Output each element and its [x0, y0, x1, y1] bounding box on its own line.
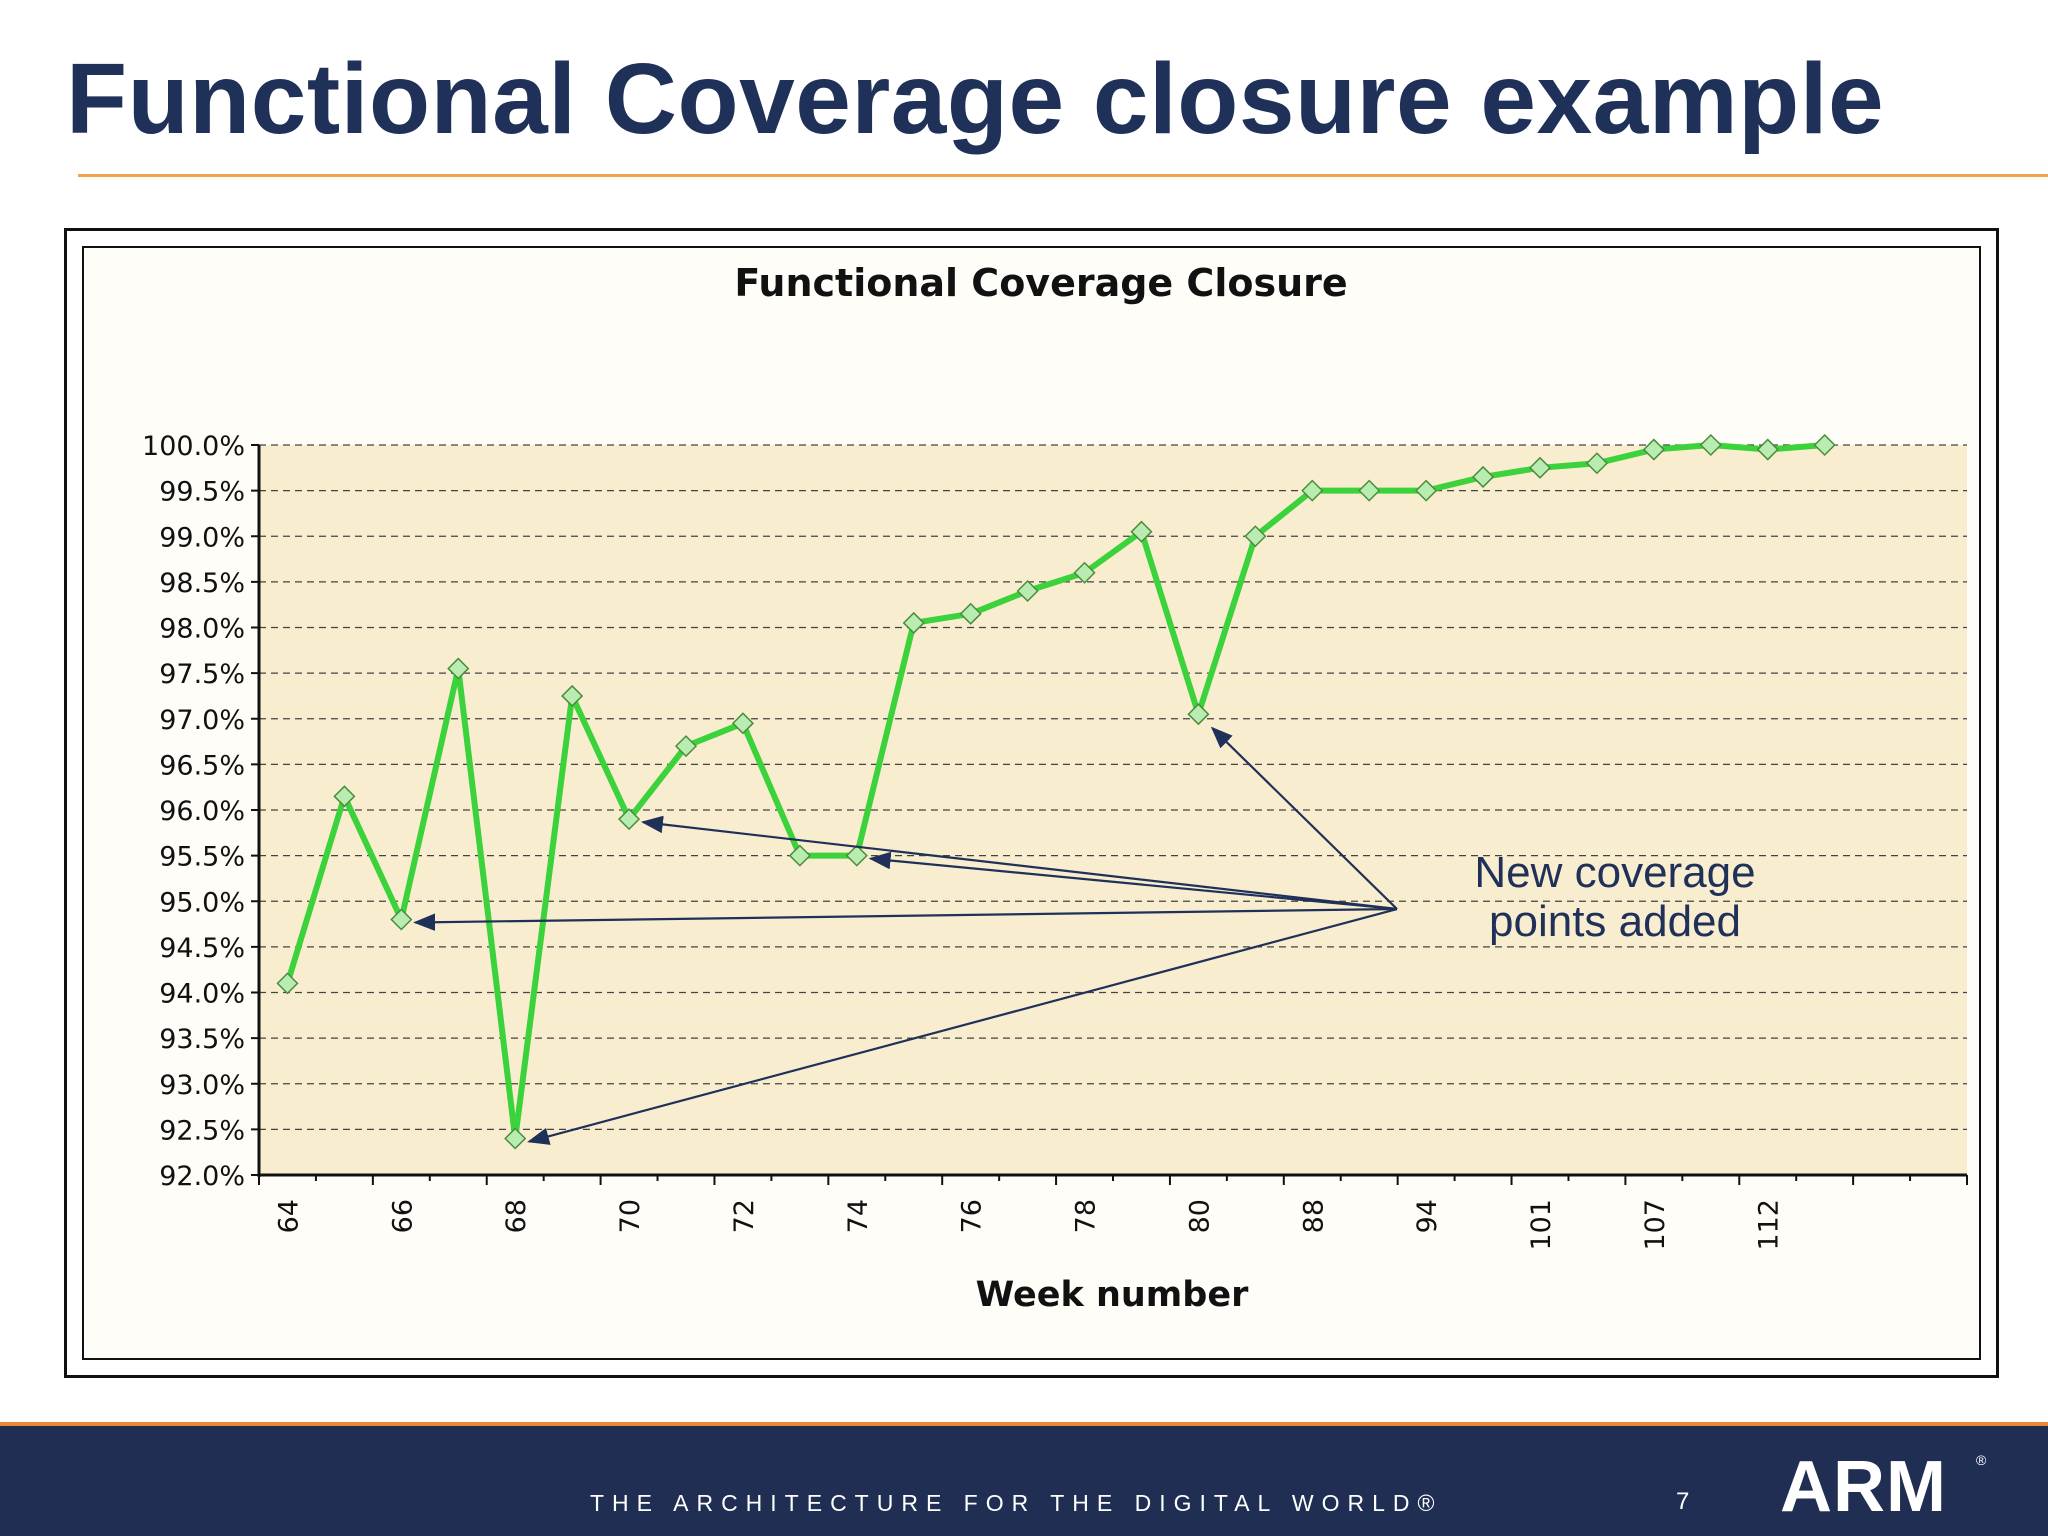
slide-title: Functional Coverage closure example — [66, 43, 1885, 155]
coverage-chart: Functional Coverage Closure Week number … — [82, 246, 1981, 1360]
y-tick-label: 98.5% — [159, 568, 245, 599]
x-tick-label: 112 — [1754, 1199, 1785, 1251]
data-point-marker — [504, 1127, 527, 1150]
y-tick-label: 92.0% — [159, 1161, 245, 1192]
data-point-marker — [902, 611, 925, 634]
data-point-marker — [1585, 452, 1608, 475]
data-point-marker — [390, 908, 413, 931]
data-point-marker — [1301, 479, 1324, 502]
footer-tagline: THE ARCHITECTURE FOR THE DIGITAL WORLD® — [590, 1490, 1443, 1516]
x-tick-label: 74 — [843, 1199, 874, 1233]
x-tick-label: 70 — [615, 1199, 646, 1233]
y-tick-label: 97.0% — [159, 705, 245, 736]
y-tick-label: 95.5% — [159, 842, 245, 873]
x-tick-label: 101 — [1526, 1199, 1557, 1251]
title-divider — [78, 174, 2048, 177]
y-tick-label: 98.0% — [159, 614, 245, 645]
y-tick-label: 100.0% — [142, 431, 245, 462]
x-tick-label: 64 — [273, 1199, 304, 1233]
x-tick-label: 72 — [729, 1199, 760, 1233]
data-point-marker — [561, 684, 584, 707]
x-tick-label: 76 — [957, 1199, 988, 1233]
data-point-marker — [276, 972, 299, 995]
x-tick-label: 80 — [1184, 1199, 1215, 1233]
annotation-arrow — [1210, 726, 1398, 910]
data-point-marker — [1756, 438, 1779, 461]
y-tick-label: 96.5% — [159, 750, 245, 781]
data-point-marker — [1699, 433, 1722, 457]
data-point-marker — [1472, 465, 1495, 488]
footer-accent-rule — [0, 1422, 2048, 1426]
series-line — [284, 442, 1825, 1142]
page-number: 7 — [1676, 1488, 1690, 1515]
annotation-arrow — [640, 815, 1398, 911]
data-point-marker — [1244, 525, 1267, 548]
data-point-marker — [1187, 703, 1210, 726]
footer-bar — [0, 1426, 2048, 1536]
data-point-marker — [674, 735, 698, 758]
annotation-line-1: New coverage — [1474, 848, 1755, 897]
data-point-marker — [447, 657, 470, 680]
y-tick-label: 94.0% — [159, 979, 245, 1010]
arm-logo-registered-mark: ® — [1976, 1452, 1987, 1468]
data-point-marker — [1016, 579, 1039, 603]
y-tick-label: 99.0% — [159, 522, 245, 553]
data-point-marker — [845, 844, 868, 867]
x-tick-label: 88 — [1298, 1199, 1329, 1233]
annotation-arrow — [868, 851, 1398, 911]
chart-frame: Functional Coverage Closure Week number … — [64, 228, 1999, 1378]
x-tick-label: 107 — [1640, 1199, 1671, 1251]
y-tick-label: 94.5% — [159, 933, 245, 964]
x-tick-label: 66 — [387, 1199, 418, 1233]
data-point-marker — [1073, 561, 1096, 584]
x-tick-label: 94 — [1412, 1199, 1443, 1233]
x-tick-label: 78 — [1071, 1199, 1102, 1233]
data-point-marker — [1642, 438, 1665, 461]
y-tick-label: 99.5% — [159, 477, 245, 508]
x-axis-label: Week number — [976, 1275, 1249, 1315]
y-tick-label: 97.5% — [159, 659, 245, 690]
y-tick-label: 93.0% — [159, 1070, 245, 1101]
data-point-marker — [333, 785, 356, 808]
data-point-marker — [788, 844, 811, 867]
data-point-marker — [1415, 479, 1438, 502]
chart-title: Functional Coverage Closure — [734, 261, 1347, 305]
y-tick-label: 93.5% — [159, 1024, 245, 1055]
x-tick-label: 68 — [501, 1199, 532, 1233]
y-tick-label: 92.5% — [159, 1115, 245, 1146]
annotation-arrow — [527, 907, 1398, 1145]
data-point-marker — [1528, 456, 1552, 479]
arm-logo: ARM — [1780, 1447, 1947, 1527]
data-point-marker — [618, 808, 641, 831]
y-tick-label: 95.0% — [159, 887, 245, 918]
data-point-marker — [959, 602, 982, 625]
annotation-line-2: points added — [1489, 897, 1741, 946]
data-point-marker — [1130, 520, 1153, 543]
y-tick-label: 96.0% — [159, 796, 245, 827]
data-point-marker — [731, 712, 754, 735]
data-point-marker — [1358, 479, 1381, 502]
data-point-marker — [1813, 433, 1836, 457]
annotation-arrow — [413, 907, 1398, 932]
